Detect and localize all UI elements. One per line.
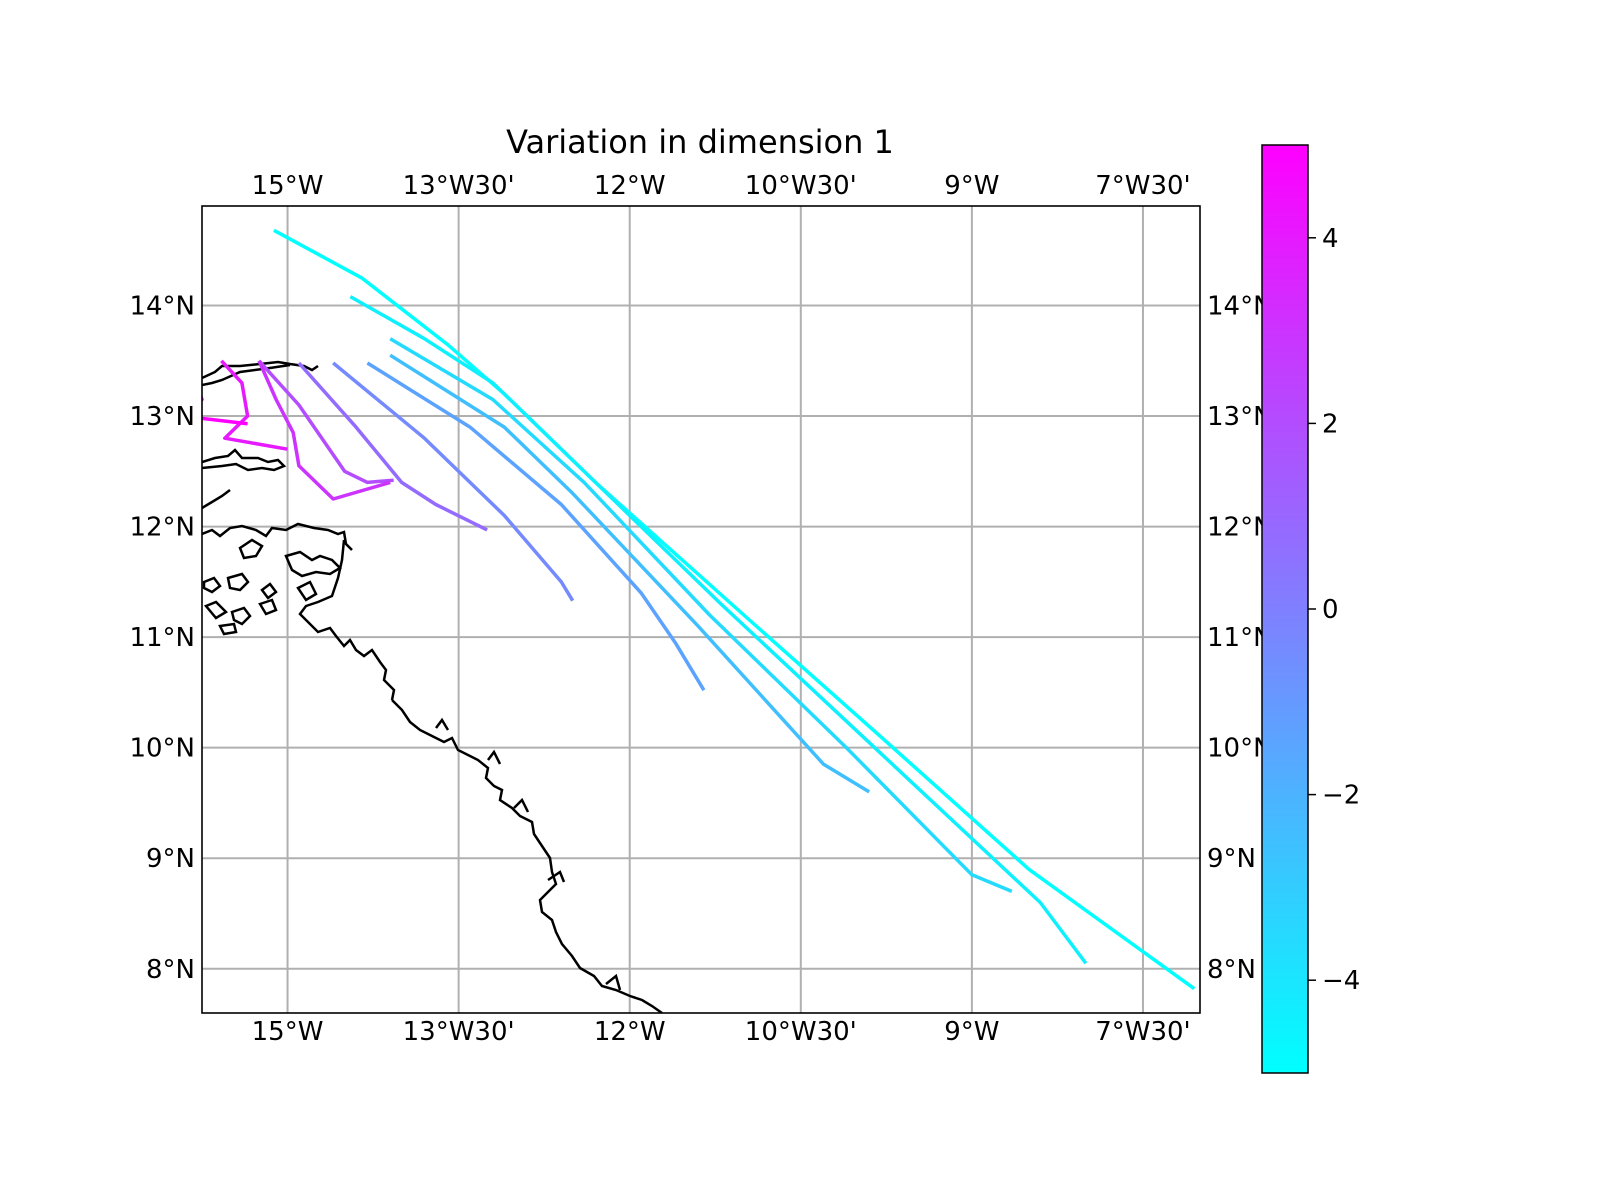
track-line — [389, 353, 871, 794]
lat-label-left: 11°N — [129, 623, 195, 653]
lat-label-left: 12°N — [129, 513, 195, 543]
coastline-north — [202, 360, 319, 380]
lat-label-right: 8°N — [1207, 955, 1256, 985]
coastline-guinea-south — [391, 699, 663, 1013]
colorbar-tick-label: −2 — [1322, 781, 1360, 811]
track-line — [366, 361, 706, 692]
track-line — [389, 337, 1013, 894]
lat-label-left: 14°N — [129, 291, 195, 321]
coastline-islands-1 — [202, 572, 278, 600]
colorbar-tick-label: −4 — [1322, 966, 1360, 996]
colorbar-tick-label: 4 — [1322, 224, 1339, 254]
plot-frame — [201, 205, 1201, 1014]
track-line — [332, 361, 575, 602]
coastline-bijagos — [238, 538, 343, 602]
track-line — [257, 360, 391, 501]
gridlines — [202, 206, 1200, 1013]
coastline-gambia-river — [202, 363, 291, 387]
track-line — [297, 361, 488, 532]
track-line — [349, 295, 1088, 965]
chart-title: Variation in dimension 1 — [506, 123, 894, 161]
lat-label-right: 9°N — [1207, 844, 1256, 874]
lon-label-bottom: 10°W30' — [745, 1017, 857, 1047]
colorbar — [1261, 144, 1309, 1074]
track-line — [220, 359, 288, 451]
track-lines — [202, 228, 1196, 991]
lat-label-left: 13°N — [129, 402, 195, 432]
coastline-estuary — [435, 717, 622, 991]
lat-label-left: 9°N — [146, 844, 195, 874]
coastline-guinea-west — [298, 539, 396, 701]
coastline — [202, 360, 663, 1013]
colorbar-ticks: 4 2 0 −2 −4 — [1308, 224, 1360, 996]
track-line — [257, 359, 394, 485]
axis-tick-labels: 15°W 15°W 13°W30' 13°W30' 12°W 12°W 10°W30' 10°… — [129, 171, 1272, 1047]
track-line — [202, 394, 248, 426]
lat-label-left: 10°N — [129, 734, 195, 764]
coastline-casamance — [202, 448, 287, 472]
lon-label-top: 13°W30' — [403, 171, 515, 201]
lon-label-top: 10°W30' — [745, 171, 857, 201]
lon-label-bottom: 15°W — [252, 1017, 324, 1047]
lon-label-bottom: 12°W — [594, 1017, 666, 1047]
lon-label-bottom: 7°W30' — [1095, 1017, 1190, 1047]
track-line — [273, 228, 1196, 991]
lon-label-bottom: 13°W30' — [403, 1017, 515, 1047]
colorbar-tick-label: 2 — [1322, 409, 1339, 439]
lon-label-bottom: 9°W — [944, 1017, 999, 1047]
lon-label-top: 15°W — [252, 171, 324, 201]
lon-label-top: 7°W30' — [1095, 171, 1190, 201]
lat-label-left: 8°N — [146, 955, 195, 985]
coastline-guinea-bissau — [202, 489, 353, 551]
colorbar-tick-label: 0 — [1322, 595, 1339, 625]
lon-label-top: 12°W — [594, 171, 666, 201]
coastline-islands-2 — [203, 598, 278, 636]
lon-label-top: 9°W — [944, 171, 999, 201]
